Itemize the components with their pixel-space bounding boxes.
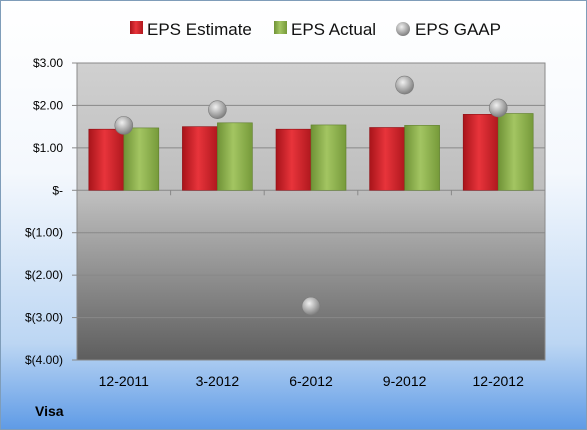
y-tick-label: $- bbox=[52, 183, 63, 197]
y-tick-label: $2.00 bbox=[33, 98, 63, 112]
legend-label-estimate: EPS Estimate bbox=[147, 20, 252, 39]
y-tick-label: $(3.00) bbox=[25, 311, 63, 325]
y-tick-label: $1.00 bbox=[33, 141, 63, 155]
bar-eps-estimate bbox=[275, 128, 312, 191]
x-tick-label: 9-2012 bbox=[383, 373, 427, 389]
bar-eps-estimate bbox=[369, 127, 405, 191]
y-tick-label: $(1.00) bbox=[25, 226, 63, 240]
bar-eps-actual bbox=[123, 127, 160, 191]
bars bbox=[88, 113, 534, 191]
legend-label-gaap: EPS GAAP bbox=[415, 20, 501, 39]
y-axis: $3.00 $2.00 $1.00 $- $(1.00) $(2.00) $(3.00) $(… bbox=[25, 56, 77, 367]
point-eps-gaap bbox=[208, 100, 227, 119]
legend: EPS Estimate EPS Actual EPS GAAP bbox=[130, 20, 501, 39]
plot-area bbox=[76, 62, 546, 361]
x-axis: 12-2011 3-2012 6-2012 9-2012 12-2012 bbox=[76, 190, 546, 389]
x-tick-label: 12-2011 bbox=[99, 373, 150, 389]
bar-eps-actual bbox=[217, 122, 253, 191]
bar-eps-estimate bbox=[182, 126, 218, 191]
legend-label-actual: EPS Actual bbox=[291, 20, 376, 39]
legend-swatch-gaap bbox=[396, 22, 410, 36]
point-eps-gaap bbox=[114, 116, 134, 135]
point-eps-gaap bbox=[301, 296, 321, 316]
gaap-points bbox=[114, 75, 508, 316]
bar-eps-estimate bbox=[88, 128, 125, 191]
x-tick-label: 6-2012 bbox=[289, 373, 333, 389]
point-eps-gaap bbox=[395, 75, 414, 95]
x-tick-label: 3-2012 bbox=[196, 373, 240, 389]
x-tick-label: 12-2012 bbox=[473, 373, 525, 389]
bar-eps-estimate bbox=[462, 114, 499, 191]
company-label: Visa bbox=[35, 403, 64, 419]
bar-eps-actual bbox=[310, 124, 347, 191]
bar-eps-actual bbox=[404, 125, 440, 191]
legend-swatch-estimate bbox=[130, 21, 143, 34]
point-eps-gaap bbox=[488, 98, 508, 118]
y-tick-label: $3.00 bbox=[33, 56, 63, 70]
bar-eps-actual bbox=[497, 113, 534, 191]
y-tick-label: $(4.00) bbox=[25, 353, 63, 367]
y-tick-label: $(2.00) bbox=[25, 268, 63, 282]
legend-swatch-actual bbox=[274, 21, 287, 34]
